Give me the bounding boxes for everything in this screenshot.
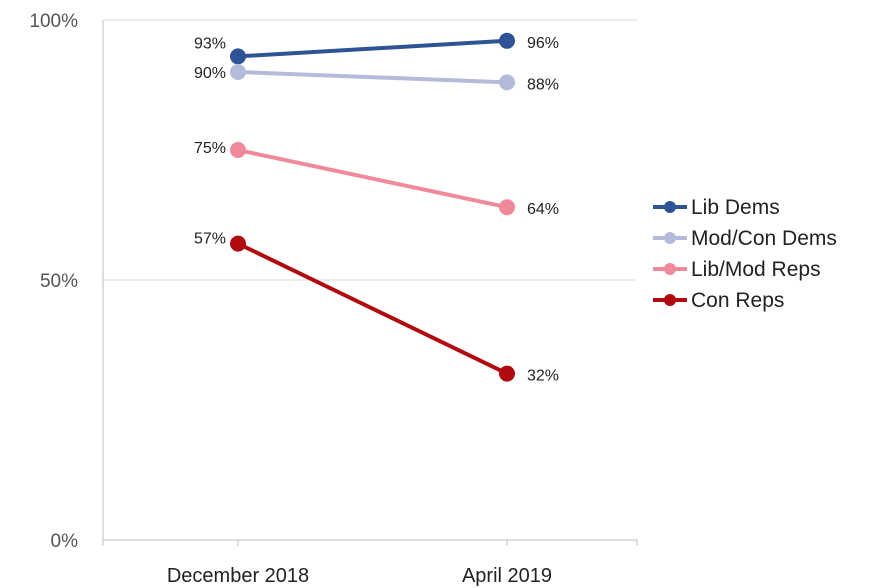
data-point <box>499 32 515 49</box>
data-label: 90% <box>194 65 226 82</box>
legend-swatch-marker <box>664 201 676 213</box>
data-labels: 93% 96% 90% 88% 75% 64% 57% 32% <box>194 35 559 385</box>
data-label: 64% <box>527 201 559 218</box>
data-point <box>230 64 246 80</box>
legend-swatch-marker <box>664 232 676 244</box>
data-point <box>499 365 515 382</box>
x-tick-label: December 2018 <box>167 565 309 587</box>
axes: 0% 50% 100% December 2018 April 2019 <box>29 11 638 587</box>
legend: Lib Dems Mod/Con Dems Lib/Mod Reps Con Reps <box>653 196 837 312</box>
x-tick-label: April 2019 <box>462 565 552 587</box>
data-label: 75% <box>194 140 226 157</box>
data-label: 57% <box>194 231 226 248</box>
y-tick-label: 0% <box>51 531 79 552</box>
legend-swatch-marker <box>664 263 676 275</box>
y-tick-label: 50% <box>40 271 78 292</box>
legend-label: Mod/Con Dems <box>691 227 837 250</box>
data-point <box>230 48 246 65</box>
data-label: 93% <box>194 35 226 52</box>
data-point <box>230 142 246 158</box>
gridlines <box>103 19 637 281</box>
data-label: 96% <box>527 35 559 52</box>
data-label: 88% <box>527 76 559 93</box>
y-tick-label: 100% <box>29 11 78 32</box>
legend-label: Lib Dems <box>691 196 780 219</box>
series-line-1 <box>236 70 509 85</box>
legend-label: Lib/Mod Reps <box>691 258 821 281</box>
data-label: 32% <box>527 368 559 385</box>
series-line-3 <box>236 241 509 376</box>
series-lines <box>230 32 515 382</box>
data-point <box>499 74 515 91</box>
legend-label: Con Reps <box>691 289 784 312</box>
legend-swatch-marker <box>664 294 676 306</box>
series-line-0 <box>236 38 509 59</box>
series-line-2 <box>236 148 509 210</box>
data-point <box>499 199 515 216</box>
data-point <box>230 235 246 252</box>
